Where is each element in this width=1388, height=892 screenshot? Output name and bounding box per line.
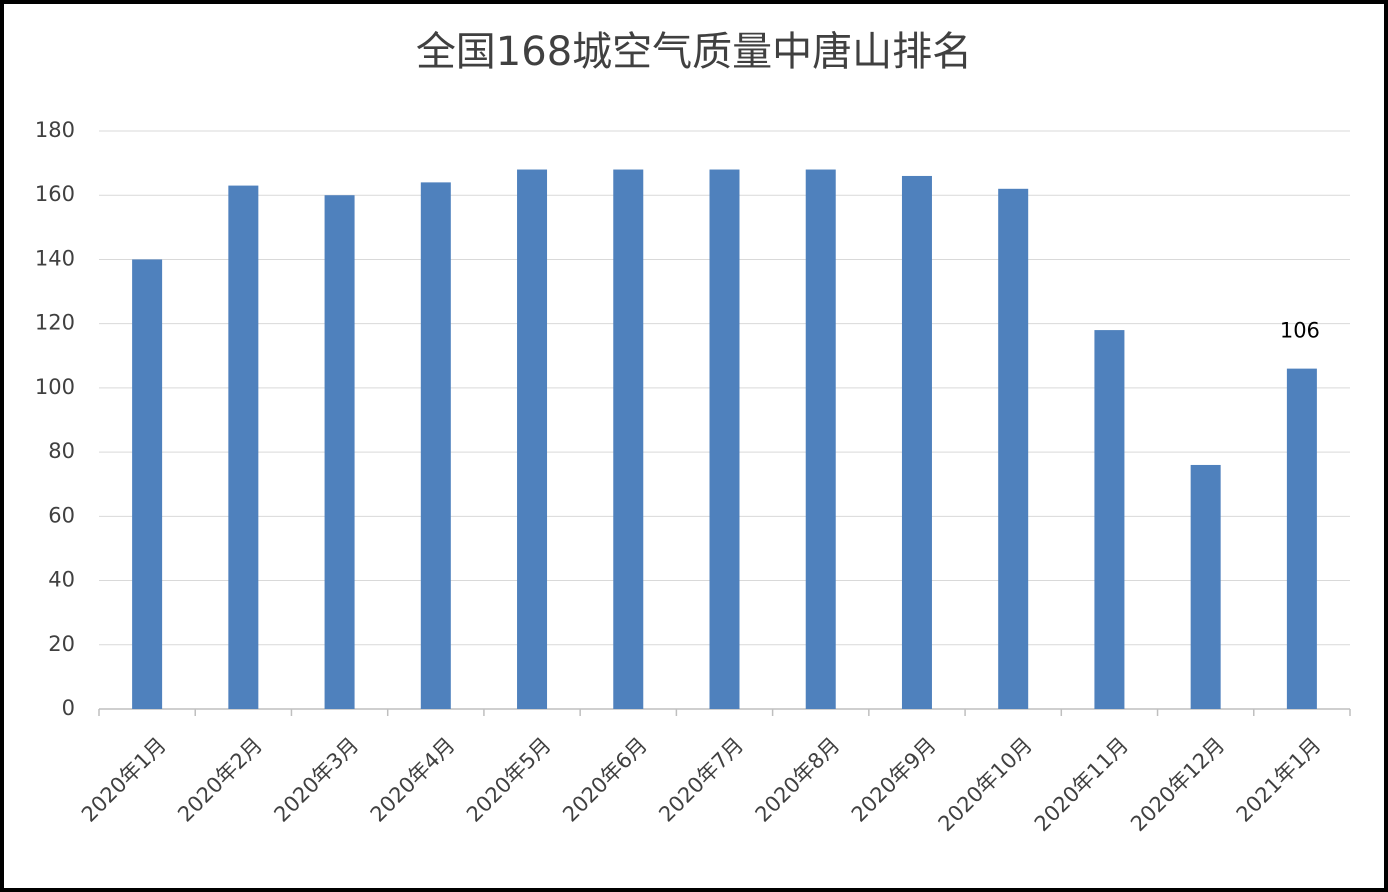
- bar: [805, 169, 836, 710]
- bar: [132, 259, 163, 709]
- bar: [613, 169, 644, 710]
- y-tick-label: 160: [35, 182, 75, 206]
- bar: [1094, 330, 1125, 709]
- y-tick-label: 80: [48, 439, 75, 463]
- y-tick-label: 120: [35, 311, 75, 335]
- y-tick-label: 20: [48, 632, 75, 656]
- bar: [324, 195, 355, 709]
- bar: [709, 169, 740, 710]
- bar: [420, 182, 451, 709]
- bar: [1286, 368, 1317, 709]
- chart-title: 全国168城空气质量中唐山排名: [416, 29, 972, 75]
- y-tick-label: 60: [48, 503, 75, 527]
- bar: [1190, 464, 1221, 709]
- bar: [517, 169, 548, 710]
- data-label: 106: [1280, 319, 1320, 343]
- y-tick-label: 180: [35, 118, 75, 142]
- bar: [901, 175, 932, 709]
- bar: [998, 188, 1029, 710]
- bar: [228, 185, 259, 710]
- y-tick-label: 140: [35, 246, 75, 270]
- y-tick-label: 100: [35, 375, 75, 399]
- y-tick-label: 40: [48, 568, 75, 592]
- y-tick-label: 0: [62, 696, 75, 720]
